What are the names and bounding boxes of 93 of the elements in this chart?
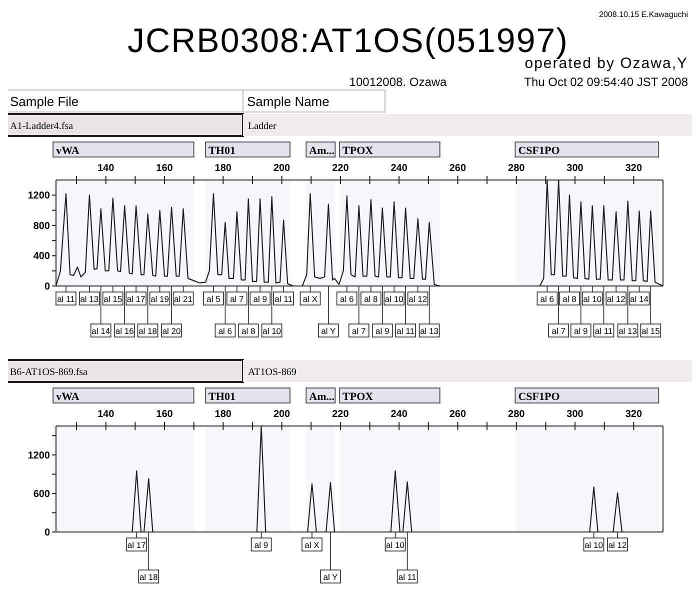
x-tick-label: 160: [156, 163, 174, 174]
annotation: al 15: [104, 294, 122, 304]
y-tick-label: 800: [33, 220, 50, 232]
annotation: al 6: [218, 326, 232, 336]
text: Thu Oct 02 09:54:40 JST 2008: [524, 75, 688, 89]
annotation: al 11: [274, 294, 293, 304]
annotation: al 10: [386, 540, 405, 550]
y-tick-label: 400: [33, 251, 50, 262]
annotation: al 17: [126, 294, 146, 304]
x-tick-label: 180: [214, 163, 232, 174]
annotation: al 17: [127, 540, 146, 550]
x-tick-label: 220: [332, 409, 350, 420]
band-label: CSF1PO: [518, 145, 560, 157]
annotation: al 9: [376, 326, 390, 336]
annotation: al 7: [552, 326, 566, 336]
x-tick-label: 300: [566, 163, 584, 174]
y-tick-label: 1200: [28, 190, 50, 202]
annotation: al 19: [150, 294, 170, 304]
x-tick-label: 240: [390, 409, 408, 420]
text: AT1OS-869: [248, 367, 296, 378]
text: 10012008. Ozawa: [349, 75, 448, 89]
x-tick-label: 200: [273, 163, 291, 174]
annotation: al 13: [618, 326, 638, 336]
annotation: al 10: [584, 540, 604, 550]
band-label: TPOX: [342, 391, 374, 403]
text: 2008.10.15 E.Kawaguchi: [599, 10, 688, 19]
x-tick-label: 320: [625, 409, 642, 420]
annotation: al 6: [540, 294, 554, 304]
band-label: TH01: [208, 145, 236, 157]
x-tick-label: 280: [508, 163, 526, 174]
band-label: Am...: [309, 391, 335, 403]
annotation: al 7: [352, 326, 366, 336]
annotation: al 14: [630, 294, 649, 304]
annotation: al 13: [80, 294, 99, 304]
x-tick-label: 220: [332, 163, 350, 174]
annotation: al 21: [174, 294, 193, 304]
y-tick-label: 0: [44, 282, 50, 292]
annotation: al 8: [242, 326, 256, 336]
annotation: al 11: [398, 572, 416, 582]
annotation: al 15: [641, 326, 660, 336]
annotation: al 18: [138, 326, 158, 336]
annotation: al 12: [608, 540, 628, 550]
annotation: al 14: [92, 326, 110, 336]
x-tick-label: 140: [98, 163, 115, 174]
text: A1-Ladder4.fsa: [10, 121, 74, 132]
annotation: al 10: [384, 294, 404, 304]
annotation: al 9: [254, 540, 268, 550]
band-label: Am...: [309, 145, 335, 157]
x-tick-label: 140: [98, 409, 115, 420]
text: JCRB0308:AT1OS(051997): [128, 22, 568, 60]
annotation: al 16: [115, 326, 134, 336]
text: B6-AT1OS-869.fsa: [10, 367, 88, 378]
band-label: vWA: [56, 145, 80, 157]
annotation: al 10: [262, 326, 282, 336]
x-tick-label: 260: [449, 163, 467, 174]
x-tick-label: 160: [156, 409, 174, 420]
annotation: al 7: [230, 294, 244, 304]
y-tick-label: 1200: [28, 450, 50, 462]
annotation: al 18: [139, 572, 158, 582]
x-tick-label: 280: [508, 409, 526, 420]
annotation: al 8: [364, 294, 378, 304]
x-tick-label: 260: [449, 409, 467, 420]
x-tick-label: 180: [214, 409, 232, 420]
annotation: al 9: [253, 294, 268, 304]
annotation: al 12: [408, 294, 428, 304]
annotation: al 6: [340, 294, 354, 304]
annotation: al 11: [594, 326, 613, 336]
annotation: al 20: [162, 326, 182, 336]
text: Sample File: [10, 94, 79, 109]
annotation: al 10: [583, 294, 602, 304]
band-label: TPOX: [342, 145, 374, 157]
y-tick-label: 0: [44, 528, 50, 538]
annotation: al Y: [321, 326, 336, 336]
x-tick-label: 240: [390, 163, 408, 174]
band-label: TH01: [208, 391, 236, 403]
annotation: al X: [304, 540, 320, 550]
x-tick-label: 320: [625, 163, 642, 174]
band-label: vWA: [56, 391, 80, 403]
annotation: al Y: [323, 572, 338, 582]
annotation: al 13: [420, 326, 439, 336]
annotation: al 9: [574, 326, 588, 336]
band-label: CSF1PO: [518, 391, 560, 403]
annotation: al 12: [606, 294, 626, 304]
annotation: al 5: [206, 294, 221, 304]
text: Sample Name: [247, 94, 330, 109]
text: Ladder: [248, 121, 277, 132]
annotation: al X: [302, 294, 318, 304]
annotation: al 11: [396, 326, 415, 336]
x-tick-label: 200: [273, 409, 291, 420]
annotation: al 8: [562, 294, 577, 304]
annotation: al 11: [57, 294, 76, 304]
x-tick-label: 300: [566, 409, 584, 420]
y-tick-label: 600: [33, 488, 50, 500]
